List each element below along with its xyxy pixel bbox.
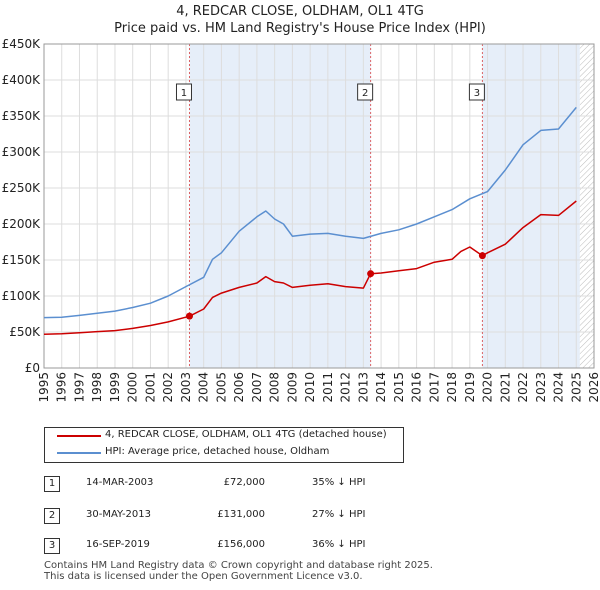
y-tick-label: £150K	[2, 253, 42, 267]
series-line-hpi	[43, 106, 577, 319]
transaction-number: 2	[44, 508, 60, 524]
chart-title: 4, REDCAR CLOSE, OLDHAM, OL1 4TG	[176, 4, 424, 19]
x-tick-label: 1997	[72, 372, 86, 403]
plot-frame	[43, 43, 595, 369]
x-tick-label: 2022	[516, 372, 530, 403]
transaction-hpi: 35% ↓ HPI	[312, 477, 366, 488]
transaction-date: 14-MAR-2003	[86, 477, 154, 488]
x-tick-label: 2008	[268, 372, 282, 403]
footer-license: This data is licensed under the Open Gov…	[44, 571, 363, 582]
x-tick-label: 2024	[552, 372, 566, 403]
x-tick-label: 1995	[37, 372, 51, 403]
x-tick-label: 2000	[126, 372, 140, 403]
x-tick-label: 2020	[481, 372, 495, 403]
x-tick-label: 2009	[285, 372, 299, 403]
marker-badge	[357, 83, 374, 101]
x-tick-label: 2010	[303, 372, 317, 403]
x-tick-label: 2001	[143, 372, 157, 403]
x-tick-label: 2018	[445, 372, 459, 403]
transaction-number: 1	[44, 476, 60, 492]
y-tick-label: £450K	[2, 37, 42, 51]
x-tick-label: 2025	[569, 372, 583, 403]
legend-item-price: 4, REDCAR CLOSE, OLDHAM, OL1 4TG (detach…	[45, 428, 403, 444]
x-tick-label: 2026	[587, 372, 600, 403]
legend-label-price: 4, REDCAR CLOSE, OLDHAM, OL1 4TG (detach…	[105, 429, 387, 440]
transaction-number: 3	[44, 538, 60, 554]
x-tick-label: 2002	[161, 372, 175, 403]
chart-subtitle: Price paid vs. HM Land Registry's House …	[114, 21, 486, 36]
x-tick-label: 2013	[356, 372, 370, 403]
forecast-hatch	[579, 44, 594, 368]
y-tick-label: £400K	[2, 73, 42, 87]
x-tick-label: 2016	[410, 372, 424, 403]
x-tick-label: 2019	[463, 372, 477, 403]
y-tick-label: £350K	[2, 109, 42, 123]
x-tick-label: 2003	[179, 372, 193, 403]
transaction-price: £131,000	[217, 509, 265, 520]
sale-point	[367, 270, 375, 278]
y-tick-label: £200K	[2, 217, 42, 231]
x-tick-label: 2004	[197, 372, 211, 403]
legend-swatch-hpi	[57, 452, 101, 454]
transaction-date: 30-MAY-2013	[86, 509, 152, 520]
x-tick-label: 2007	[250, 372, 264, 403]
transaction-date: 16-SEP-2019	[86, 539, 150, 550]
x-tick-label: 2011	[321, 372, 335, 403]
transaction-price: £72,000	[223, 477, 265, 488]
x-tick-label: 2006	[232, 372, 246, 403]
marker-badge-label: 3	[474, 88, 480, 99]
marker-badge-label: 2	[362, 88, 368, 99]
sale-point	[478, 252, 486, 260]
marker-badge-label: 1	[181, 88, 187, 99]
x-tick-label: 2023	[534, 372, 548, 403]
marker-badge	[175, 83, 192, 101]
transaction-hpi: 27% ↓ HPI	[312, 509, 366, 520]
x-tick-label: 2014	[374, 372, 388, 403]
legend: 4, REDCAR CLOSE, OLDHAM, OL1 4TG (detach…	[44, 427, 404, 463]
footer-copyright: Contains HM Land Registry data © Crown c…	[44, 560, 433, 571]
shaded-range	[482, 44, 580, 368]
table-row: 3 16-SEP-2019 £156,000 36% ↓ HPI	[0, 538, 600, 558]
x-tick-label: 2012	[339, 372, 353, 403]
legend-swatch-price	[57, 435, 101, 437]
x-tick-label: 1998	[90, 372, 104, 403]
x-tick-label: 1996	[55, 372, 69, 403]
y-tick-label: £0	[25, 361, 40, 375]
legend-item-hpi: HPI: Average price, detached house, Oldh…	[45, 445, 403, 461]
x-tick-label: 2017	[427, 372, 441, 403]
sale-point	[185, 312, 193, 320]
x-tick-label: 2015	[392, 372, 406, 403]
legend-label-hpi: HPI: Average price, detached house, Oldh…	[105, 446, 330, 457]
marker-badge	[468, 83, 485, 101]
transaction-hpi: 36% ↓ HPI	[312, 539, 366, 550]
x-tick-label: 2021	[498, 372, 512, 403]
x-tick-label: 1999	[108, 372, 122, 403]
table-row: 2 30-MAY-2013 £131,000 27% ↓ HPI	[0, 508, 600, 528]
y-tick-label: £300K	[2, 145, 42, 159]
table-row: 1 14-MAR-2003 £72,000 35% ↓ HPI	[0, 476, 600, 496]
y-tick-label: £100K	[2, 289, 42, 303]
x-tick-label: 2005	[214, 372, 228, 403]
shaded-range	[189, 44, 371, 368]
y-tick-label: £250K	[2, 181, 42, 195]
y-tick-label: £50K	[9, 325, 41, 339]
chart-area: £0 £50K £100K £150K £200K £250K £300K £350K £400…	[2, 37, 600, 403]
transaction-price: £156,000	[217, 539, 265, 550]
